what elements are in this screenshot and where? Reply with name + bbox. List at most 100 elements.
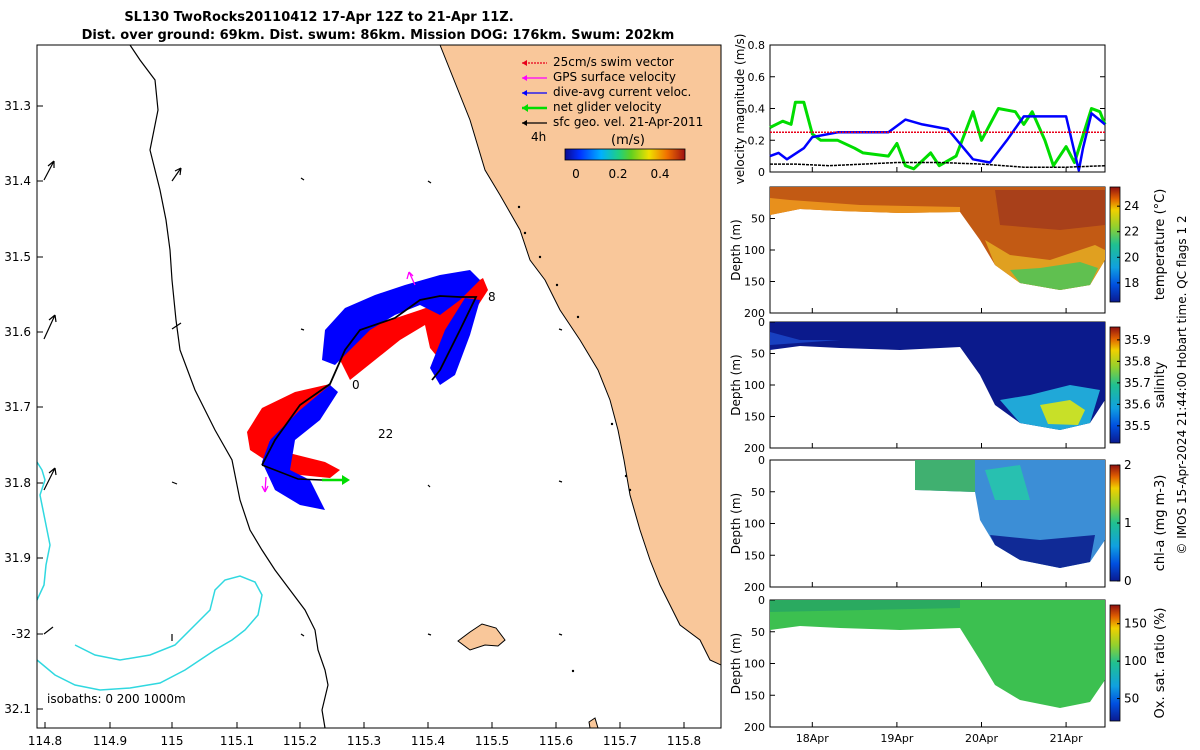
- colorbar-unit: (m/s): [611, 133, 645, 148]
- title-line2: Dist. over ground: 69km. Dist. swum: 86k…: [82, 28, 675, 43]
- velocity-series-line: [769, 100, 1107, 171]
- legend-gps: GPS surface velocity: [553, 70, 676, 84]
- velocity-series: [769, 100, 1107, 172]
- speed-colorbar: [564, 148, 686, 161]
- oxygen-colorbar: [1109, 604, 1121, 722]
- glider-track-tail: [261, 464, 323, 481]
- colorbar-tick-label: 0: [1124, 574, 1132, 588]
- section-axis-ticks: 50 100 150 200 Depth (m) 0 50 100 150 200 Depth (m…: [729, 213, 1083, 746]
- map-ytick-label: 32.1: [4, 702, 31, 716]
- colorbar-label: salinity: [1153, 361, 1168, 408]
- colorbar-tick-label: 35.6: [1124, 397, 1151, 411]
- chla-deep: [990, 535, 1095, 568]
- temperature-panel: [769, 186, 1106, 314]
- map-xtick-label: 115.3: [347, 734, 381, 748]
- section-ytick-label: 100: [744, 518, 765, 531]
- glider-track: [261, 295, 478, 466]
- map-xtick-label: 114.8: [28, 734, 62, 748]
- colorbar-tick-label: 35.9: [1124, 333, 1151, 347]
- section-ytick-label: 0: [758, 594, 765, 607]
- imos-label: © IMOS 15-Apr-2024 21:44:00 Hobart time.…: [1175, 215, 1189, 554]
- oxygen-field: [770, 600, 1105, 708]
- colorbar-tick-label: 50: [1124, 692, 1139, 706]
- colorbar-tick-label: 18: [1124, 276, 1139, 290]
- section-ytick-label: 150: [744, 411, 765, 424]
- island-small: [588, 717, 599, 728]
- map-xtick-label: 115.7: [603, 734, 637, 748]
- colorbar-tick-label: 22: [1124, 225, 1139, 239]
- section-ylabel: Depth (m): [729, 633, 743, 694]
- island-large: [457, 623, 506, 651]
- velocity-series-line: [769, 112, 1106, 172]
- velocity-ytick-label: 0.2: [748, 134, 766, 147]
- map-ytick-label: -32: [11, 627, 31, 641]
- velocity-ytick-label: 0.8: [748, 39, 766, 52]
- coastal-rocks: [517, 205, 632, 673]
- net-velocity-arrow: [322, 475, 350, 485]
- colorbar-tick-label: 35.5: [1124, 419, 1151, 433]
- temperature-field-cold: [1010, 262, 1098, 290]
- gps-velocity-arrows: [261, 271, 416, 493]
- section-ytick-label: 0: [758, 454, 765, 467]
- time-tick-label: 18Apr: [796, 732, 830, 745]
- colorbar-tick-label: 35.8: [1124, 354, 1151, 368]
- velocity-axis-ticks: 0 0.2 0.4 0.6 0.8: [748, 39, 1105, 179]
- isobath-1000-west: [37, 461, 51, 601]
- colorbar-tick-1: 0.2: [608, 167, 627, 181]
- map-panel: 0 22 8: [4, 44, 722, 748]
- velocity-frame: [769, 44, 1106, 173]
- map-ytick-label: 31.3: [4, 99, 31, 113]
- map-legend: 25cm/s swim vector GPS surface velocity …: [522, 55, 703, 181]
- map-frame: [36, 44, 722, 729]
- time-tick-label: 20Apr: [965, 732, 999, 745]
- colorbar-tick-label: 1: [1124, 516, 1132, 530]
- velocity-ytick-label: 0.4: [748, 103, 766, 116]
- section-ytick-label: 50: [751, 348, 765, 361]
- section-ytick-label: 200: [744, 442, 765, 455]
- map-ytick-label: 31.7: [4, 400, 31, 414]
- temperature-surface-warm: [770, 198, 960, 215]
- map-xtick-label: 115.5: [475, 734, 509, 748]
- colorbar-tick-2: 0.4: [650, 167, 669, 181]
- velocity-series-line: [770, 161, 1106, 168]
- map-xtick-label: 115.6: [539, 734, 573, 748]
- section-ytick-label: 50: [751, 213, 765, 226]
- section-ylabel: Depth (m): [729, 219, 743, 280]
- sfc-geo-arrows: [43, 160, 563, 641]
- velocity-ylabel: velocity magnitude (m/s): [733, 34, 747, 185]
- map-xtick-label: 115.8: [667, 734, 701, 748]
- chla-surface: [915, 460, 975, 492]
- map-xtick-label: 115.1: [220, 734, 254, 748]
- title-line1: SL130 TwoRocks20110412 17-Apr 12Z to 21-…: [124, 10, 513, 25]
- isobath-200: [129, 45, 329, 728]
- section-panels: 50 100 150 200 Depth (m) 0 50 100 150 200 Depth (m…: [729, 186, 1106, 746]
- temperature-colorbar: [1109, 186, 1121, 303]
- time-tick-label: 19Apr: [880, 732, 914, 745]
- map-ytick-label: 31.5: [4, 250, 31, 264]
- map-ytick-label: 31.6: [4, 325, 31, 339]
- colorbar-tick-label: 100: [1124, 654, 1147, 668]
- colorbar-tick-label: 150: [1124, 617, 1147, 631]
- section-ytick-label: 200: [744, 581, 765, 594]
- map-ytick-label: 31.9: [4, 551, 31, 565]
- colorbar-label: temperature (°C): [1153, 189, 1168, 301]
- map-xtick-label: 115.2: [283, 734, 317, 748]
- chla-panel: [769, 459, 1106, 588]
- temperature-upper-band: [995, 190, 1105, 230]
- track-label-c: 8: [488, 290, 496, 304]
- colorbar-tick-label: 2: [1124, 458, 1132, 472]
- section-colorbars: [1109, 186, 1121, 722]
- map-axis-ticks: 114.8 114.9 115 115.1 115.2 115.3 115.4 115.5 11…: [4, 99, 701, 748]
- legend-4h: 4h: [531, 130, 546, 144]
- colorbar-tick-0: 0: [572, 167, 580, 181]
- section-ytick-label: 200: [744, 721, 765, 734]
- section-ytick-label: 150: [744, 549, 765, 562]
- map-xtick-label: 114.9: [93, 734, 127, 748]
- map-ytick-label: 31.4: [4, 174, 31, 188]
- salinity-deepest: [1040, 400, 1085, 425]
- isobath-label: isobaths: 0 200 1000m: [47, 692, 186, 706]
- section-ytick-label: 100: [744, 658, 765, 671]
- track-label-b: 22: [378, 427, 393, 441]
